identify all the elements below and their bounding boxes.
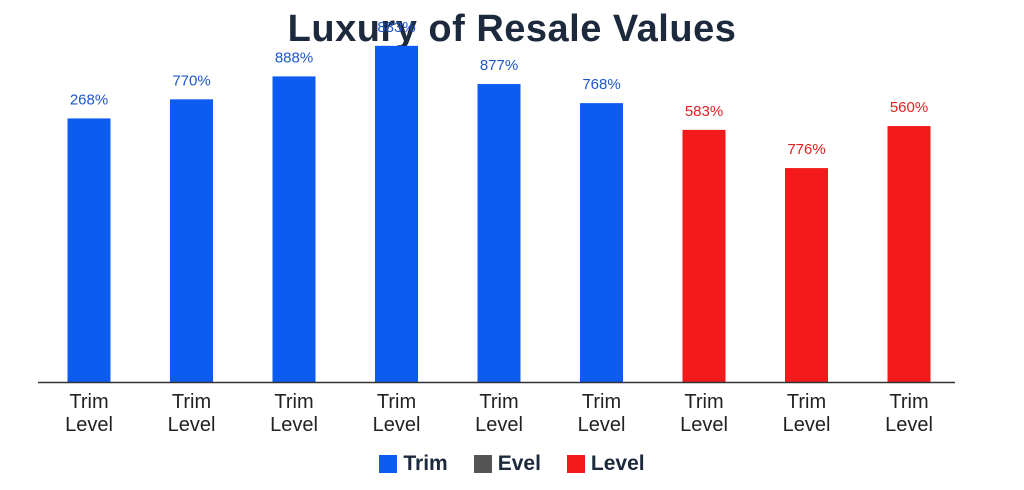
- data-label-2: 770%: [172, 72, 210, 89]
- bar-5: [477, 84, 521, 382]
- legend-label-level: Level: [590, 452, 645, 475]
- x-tick-label-9: Trim Level: [885, 391, 933, 436]
- bar-3: [272, 76, 316, 383]
- chart-plot: 268% Trim Level 770% Trim Level 888% Trim Level 8…: [38, 19, 955, 436]
- data-label-1: 268%: [70, 91, 108, 108]
- bar-2: [170, 99, 213, 382]
- bar-1: [67, 118, 111, 383]
- x-tick-label-5: Trim Level: [475, 391, 523, 436]
- bar-9: [887, 126, 931, 382]
- x-tick-label-3: Trim Level: [270, 391, 318, 436]
- chart-legend: Trim Evel Level: [0, 452, 1024, 476]
- x-tick-label-1: Trim Level: [65, 391, 113, 436]
- x-tick-label-8: Trim Level: [783, 391, 831, 436]
- bar-7: [682, 129, 726, 382]
- legend-label-evel: Evel: [497, 452, 541, 475]
- data-label-8: 776%: [787, 141, 825, 158]
- bar-8: [785, 168, 828, 382]
- legend-swatch-evel: [473, 455, 492, 473]
- bar-4: [375, 45, 418, 383]
- data-label-4: 883%: [377, 19, 415, 36]
- x-tick-label-2: Trim Level: [168, 391, 216, 436]
- data-label-5: 877%: [480, 57, 518, 74]
- data-label-7: 583%: [685, 103, 723, 120]
- chart-title: Luxury of Resale Values: [287, 8, 737, 50]
- legend-item-trim: Trim: [379, 452, 448, 476]
- data-label-3: 888%: [275, 49, 313, 66]
- legend-item-level: Level: [566, 452, 645, 476]
- x-tick-label-7: Trim Level: [680, 391, 728, 436]
- legend-swatch-level: [566, 455, 585, 473]
- data-label-6: 768%: [582, 76, 620, 93]
- x-tick-label-6: Trim Level: [578, 391, 626, 436]
- legend-swatch-trim: [379, 455, 398, 473]
- legend-item-evel: Evel: [473, 452, 541, 476]
- legend-label-trim: Trim: [403, 452, 448, 475]
- data-label-9: 560%: [890, 99, 928, 116]
- bar-6: [580, 103, 623, 382]
- x-tick-label-4: Trim Level: [373, 391, 421, 436]
